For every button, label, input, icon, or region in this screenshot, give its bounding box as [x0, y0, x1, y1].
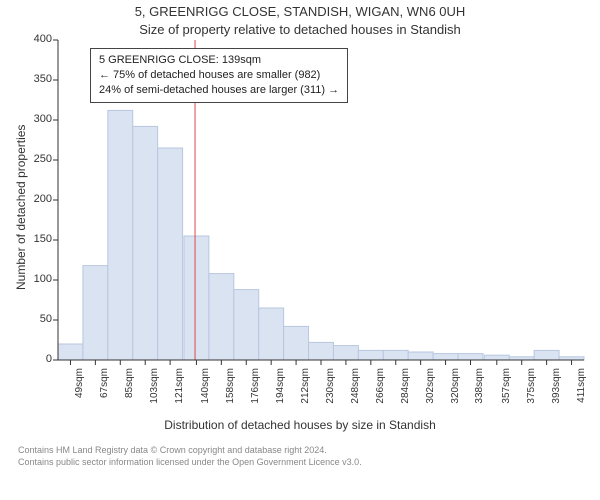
attribution-line: Contains public sector information licen…: [18, 456, 362, 468]
y-tick-label: 250: [24, 153, 52, 165]
x-tick-label: 357sqm: [501, 368, 512, 412]
attribution-line: Contains HM Land Registry data © Crown c…: [18, 444, 362, 456]
chart-title-description: Size of property relative to detached ho…: [0, 22, 600, 37]
x-tick-label: 320sqm: [450, 368, 461, 412]
chart-title-address: 5, GREENRIGG CLOSE, STANDISH, WIGAN, WN6…: [0, 4, 600, 19]
plot-area: 5 GREENRIGG CLOSE: 139sqm ← 75% of detac…: [58, 40, 584, 360]
x-tick-label: 230sqm: [325, 368, 336, 412]
x-tick-label: 375sqm: [526, 368, 537, 412]
x-tick-label: 158sqm: [225, 368, 236, 412]
y-tick-label: 400: [24, 33, 52, 45]
histogram-bar: [184, 236, 209, 360]
histogram-bar: [158, 148, 183, 360]
x-tick-label: 266sqm: [375, 368, 386, 412]
x-tick-label: 85sqm: [124, 368, 135, 412]
histogram-bar: [383, 350, 408, 360]
x-tick-label: 103sqm: [149, 368, 160, 412]
y-tick-label: 50: [24, 313, 52, 325]
x-tick-label: 176sqm: [250, 368, 261, 412]
histogram-bar: [259, 308, 284, 360]
annotation-line: 24% of semi-detached houses are larger (…: [99, 83, 339, 98]
x-tick-label: 49sqm: [74, 368, 85, 412]
x-tick-label: 194sqm: [275, 368, 286, 412]
y-tick-label: 200: [24, 193, 52, 205]
histogram-bar: [408, 352, 433, 360]
y-tick-label: 150: [24, 233, 52, 245]
y-tick-label: 300: [24, 113, 52, 125]
histogram-bar: [284, 326, 309, 360]
x-tick-label: 212sqm: [300, 368, 311, 412]
x-tick-label: 67sqm: [99, 368, 110, 412]
histogram-bar: [309, 342, 334, 360]
histogram-bar: [209, 274, 234, 360]
histogram-bar: [133, 126, 158, 360]
histogram-bar: [108, 110, 133, 360]
x-tick-label: 338sqm: [474, 368, 485, 412]
annotation-box: 5 GREENRIGG CLOSE: 139sqm ← 75% of detac…: [90, 48, 348, 103]
x-tick-label: 411sqm: [576, 368, 587, 412]
x-tick-label: 393sqm: [551, 368, 562, 412]
x-axis-label: Distribution of detached houses by size …: [0, 418, 600, 432]
histogram-bar: [484, 355, 509, 360]
y-tick-label: 100: [24, 273, 52, 285]
histogram-bar: [234, 290, 259, 360]
histogram-bar: [58, 344, 83, 360]
annotation-line: ← 75% of detached houses are smaller (98…: [99, 68, 339, 83]
x-tick-label: 140sqm: [200, 368, 211, 412]
x-tick-label: 121sqm: [174, 368, 185, 412]
x-tick-label: 302sqm: [425, 368, 436, 412]
histogram-bar: [83, 266, 108, 360]
y-axis-label: Number of detached properties: [14, 125, 28, 290]
y-tick-label: 0: [24, 353, 52, 365]
histogram-bar: [433, 354, 458, 360]
chart-container: 5, GREENRIGG CLOSE, STANDISH, WIGAN, WN6…: [0, 0, 600, 500]
histogram-bar: [534, 350, 559, 360]
histogram-bar: [458, 354, 483, 360]
histogram-bar: [358, 350, 383, 360]
histogram-bar: [333, 346, 358, 360]
x-tick-label: 284sqm: [400, 368, 411, 412]
annotation-line: 5 GREENRIGG CLOSE: 139sqm: [99, 53, 339, 68]
x-tick-label: 248sqm: [350, 368, 361, 412]
attribution-text: Contains HM Land Registry data © Crown c…: [18, 444, 362, 468]
y-tick-label: 350: [24, 73, 52, 85]
